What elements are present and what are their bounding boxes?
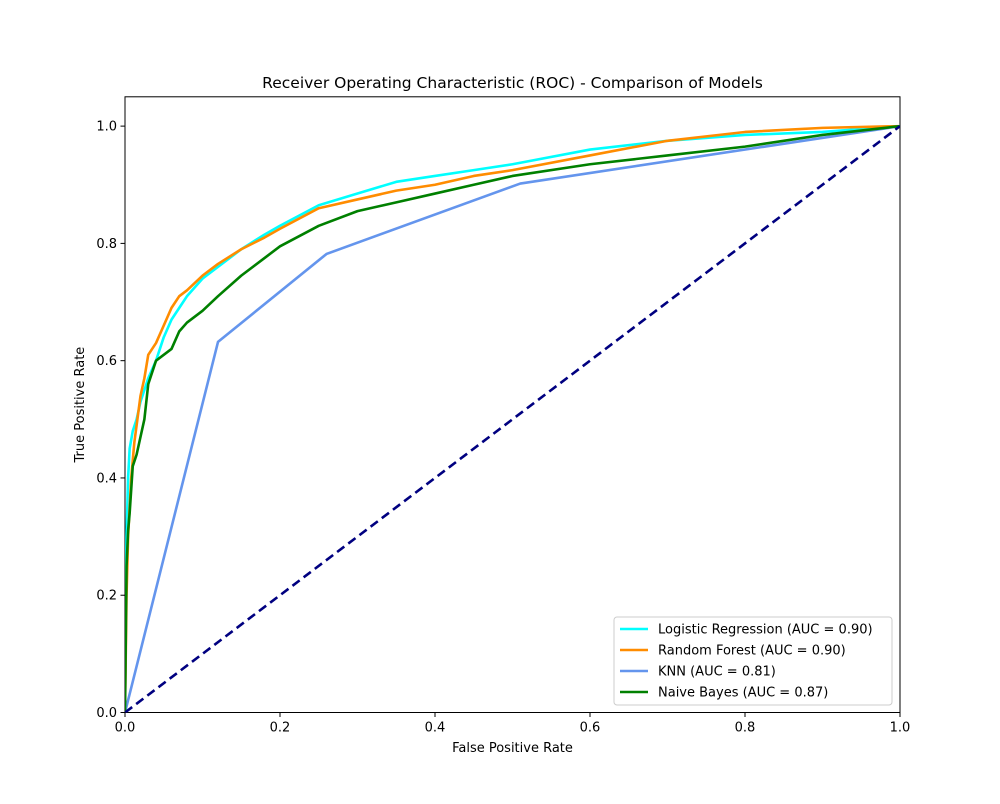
y-tick-label: 0.2 (96, 589, 117, 604)
chance-reference-line (125, 125, 900, 713)
legend: Logistic Regression (AUC = 0.90) Random F… (613, 616, 893, 706)
y-tick-label: 1.0 (96, 120, 117, 135)
legend-label-random-forest: Random Forest (AUC = 0.90) (658, 644, 846, 659)
series-line-random-forest (125, 124, 900, 713)
y-tick-label: 0.8 (96, 237, 117, 252)
x-axis-label: False Positive Rate (452, 741, 573, 756)
legend-box (613, 616, 893, 706)
legend-label-naive-bayes: Naive Bayes (AUC = 0.87) (658, 686, 828, 701)
x-tick-label: 0.6 (580, 721, 601, 736)
y-tick-label: 0.4 (96, 471, 117, 486)
x-tick-label: 0.2 (270, 721, 291, 736)
series-line-logistic-regression (125, 124, 900, 713)
y-axis-label: True Positive Rate (73, 347, 88, 464)
x-tick-label: 0.4 (425, 721, 446, 736)
y-tick-label: 0.0 (96, 706, 117, 721)
plot-area-frame (124, 96, 901, 714)
y-axis-ticks: 0.0 0.2 0.4 0.6 0.8 1.0 (96, 120, 125, 721)
y-tick-label: 0.6 (96, 354, 117, 369)
x-tick-label: 0.0 (115, 721, 136, 736)
x-axis-ticks: 0.0 0.2 0.4 0.6 0.8 1.0 (115, 712, 911, 736)
x-tick-label: 1.0 (890, 721, 911, 736)
series-line-knn (125, 124, 900, 713)
series-layer (125, 124, 900, 713)
chart-title: Receiver Operating Characteristic (ROC) … (262, 74, 763, 92)
legend-label-knn: KNN (AUC = 0.81) (658, 665, 776, 680)
legend-label-logistic-regression: Logistic Regression (AUC = 0.90) (658, 623, 873, 638)
series-line-naive-bayes (125, 124, 900, 713)
x-tick-label: 0.8 (735, 721, 756, 736)
